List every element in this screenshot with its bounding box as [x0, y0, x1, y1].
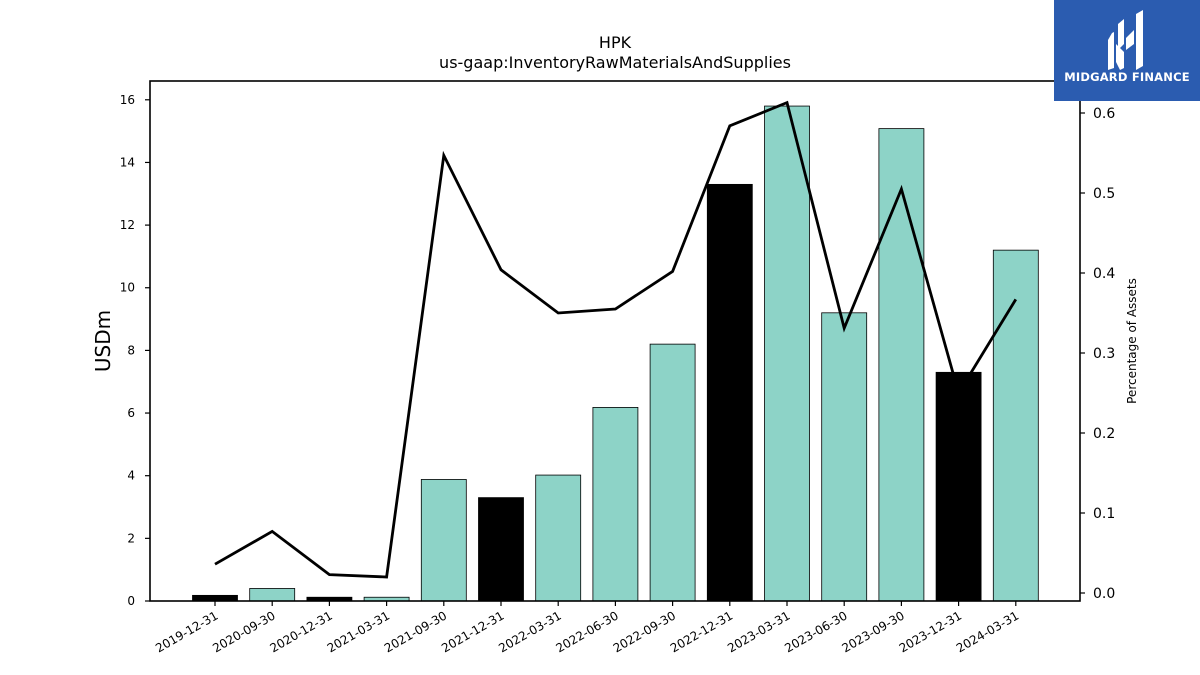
y-axis-label: USDm: [91, 310, 115, 372]
x-tick-label: 2019-12-31: [153, 608, 220, 655]
x-tick-label: 2024-03-31: [954, 608, 1021, 655]
y2-tick-label: 0.5: [1093, 186, 1115, 202]
logo-mark-icon: [1108, 10, 1143, 70]
y-tick-label: 12: [120, 218, 135, 232]
y2-axis-label: Percentage of Assets: [1125, 278, 1139, 404]
y2-tick-label: 0.1: [1093, 506, 1115, 522]
bar-2022-12-31: [706, 183, 753, 602]
bar-2024-03-31: [992, 249, 1039, 602]
x-tick-label: 2023-03-31: [725, 608, 792, 655]
y-tick-label: 0: [127, 594, 135, 608]
bar-2021-12-31: [478, 497, 524, 602]
y-tick-label: 6: [127, 406, 135, 420]
y-tick-label: 8: [127, 343, 135, 357]
chart-subtitle: us-gaap:InventoryRawMaterialsAndSupplies: [439, 53, 791, 72]
chart-title: HPK: [599, 33, 632, 52]
x-tick-label: 2022-06-30: [553, 608, 620, 655]
bar-2019-12-31: [192, 594, 238, 602]
midgard-finance-logo: MIDGARD FINANCE: [1054, 0, 1200, 101]
y-tick-label: 4: [127, 469, 135, 483]
y-tick-label: 16: [120, 93, 135, 107]
logo-text: MIDGARD FINANCE: [1064, 70, 1190, 84]
y2-tick-label: 0.3: [1093, 346, 1115, 362]
bar-2021-09-30: [420, 479, 467, 602]
bar-2023-09-30: [878, 128, 925, 602]
bar-2023-12-31: [935, 371, 982, 602]
y-tick-label: 2: [127, 531, 135, 545]
x-tick-label: 2023-09-30: [839, 608, 906, 655]
x-tick-label: 2023-06-30: [782, 608, 849, 655]
bar-2020-09-30: [249, 588, 296, 602]
bar-2022-06-30: [592, 407, 639, 602]
x-tick-label: 2020-09-30: [210, 608, 277, 655]
y-tick-label: 14: [120, 155, 135, 169]
x-tick-label: 2021-12-31: [439, 608, 506, 655]
x-tick-label: 2020-12-31: [267, 608, 334, 655]
x-tick-label: 2021-03-31: [325, 608, 392, 655]
x-tick-label: 2022-09-30: [611, 608, 678, 655]
percentage-of-assets-line: [214, 100, 1017, 579]
y2-tick-label: 0.6: [1093, 106, 1115, 122]
x-tick-label: 2021-09-30: [382, 608, 449, 655]
x-tick-label: 2023-12-31: [897, 608, 964, 655]
bar-2023-03-31: [764, 105, 810, 602]
bar-2022-03-31: [535, 474, 582, 602]
bar-2022-09-30: [649, 343, 696, 602]
y2-tick-label: 0.0: [1093, 586, 1115, 602]
bar-2023-06-30: [821, 312, 868, 602]
x-tick-label: 2022-03-31: [496, 608, 563, 655]
y2-tick-label: 0.2: [1093, 426, 1115, 442]
x-tick-label: 2022-12-31: [668, 608, 735, 655]
y-tick-label: 10: [120, 281, 135, 295]
y2-tick-label: 0.4: [1093, 266, 1115, 282]
